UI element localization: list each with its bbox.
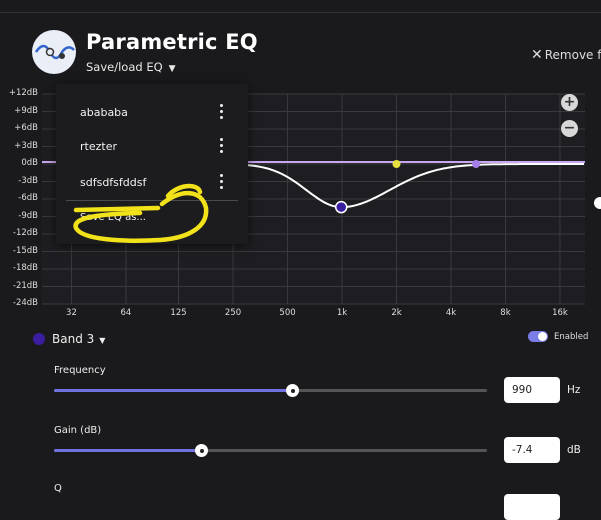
gain-tick-label: -12dB — [12, 228, 38, 238]
band-name: Band 3 — [52, 332, 95, 346]
slider-thumb[interactable] — [195, 444, 209, 457]
more-vertical-icon[interactable] — [216, 102, 226, 124]
frequency-tick-label: 4k — [445, 308, 457, 318]
gain-input[interactable]: -7.4 — [504, 437, 560, 463]
toggle-knob — [538, 332, 547, 341]
top-divider — [0, 12, 601, 13]
gain-tick-label: -15dB — [12, 245, 38, 256]
gain-tick-label: +3dB — [14, 140, 38, 151]
remove-filter-label: Remove filter — [544, 48, 601, 62]
slider-fill — [54, 449, 202, 452]
gain-tick-label: 0dB — [21, 158, 38, 168]
gain-tick-label: -9dB — [18, 210, 38, 221]
frequency-input[interactable]: 990 — [504, 377, 560, 403]
preset-item[interactable]: rtezter — [56, 132, 248, 164]
frequency-tick-label: 250 — [224, 308, 242, 318]
frequency-label: Frequency — [54, 365, 106, 376]
band-3-handle[interactable] — [334, 200, 348, 214]
gain-tick-label: -3dB — [18, 175, 38, 186]
slider-thumb[interactable] — [286, 384, 300, 397]
preset-item[interactable]: sdfsdfsfddsf — [56, 168, 248, 200]
band-selector[interactable]: Band 3 ▼ — [52, 332, 105, 346]
band-2-handle[interactable] — [392, 160, 401, 168]
caret-down-icon: ▼ — [99, 336, 106, 345]
more-vertical-icon[interactable] — [216, 172, 226, 194]
preset-label: sdfsdfsfddsf — [80, 176, 147, 189]
band-color-dot — [33, 333, 45, 345]
eq-response-curve — [241, 163, 584, 209]
gain-label: Gain (dB) — [54, 425, 102, 436]
enabled-label: Enabled — [554, 332, 589, 342]
app-logo — [32, 30, 76, 74]
caret-down-icon: ▼ — [168, 64, 176, 74]
gain-tick-label: +9dB — [14, 105, 38, 116]
gain-tick-label: -18dB — [12, 263, 38, 273]
frequency-tick-label: 125 — [170, 308, 187, 318]
frequency-tick-label: 8k — [500, 308, 511, 318]
zoom-in-button[interactable]: + — [561, 94, 578, 111]
dropdown-divider — [66, 200, 238, 201]
gain-tick-label: +12dB — [8, 88, 38, 98]
enabled-toggle[interactable] — [528, 331, 548, 342]
preset-label: abababa — [80, 106, 128, 119]
scroll-handle[interactable] — [594, 197, 601, 209]
frequency-tick-label: 1k — [336, 308, 348, 318]
gain-unit: dB — [567, 444, 581, 456]
frequency-tick-label: 16k — [552, 308, 568, 318]
save-load-eq-menu[interactable]: Save/load EQ ▼ — [86, 60, 176, 74]
frequency-tick-label: 32 — [66, 308, 77, 318]
more-vertical-icon[interactable] — [216, 136, 226, 158]
page-title: Parametric EQ — [86, 30, 258, 54]
q-label: Q — [54, 483, 62, 494]
gain-tick-label: -24dB — [12, 298, 38, 308]
preset-label: rtezter — [80, 140, 117, 153]
close-icon: ✕ — [531, 47, 543, 63]
save-eq-as-button[interactable]: Save EQ as... — [80, 212, 146, 223]
gain-tick-label: -21dB — [12, 280, 38, 291]
frequency-unit: Hz — [567, 384, 581, 396]
frequency-slider[interactable] — [54, 384, 487, 397]
zoom-out-button[interactable]: − — [561, 120, 578, 137]
frequency-tick-label: 64 — [120, 308, 132, 318]
gain-slider[interactable] — [54, 444, 487, 457]
frequency-tick-label: 500 — [279, 308, 296, 318]
frequency-tick-label: 2k — [391, 308, 402, 318]
remove-filter-button[interactable]: ✕Remove filter — [531, 47, 601, 63]
preset-item[interactable]: abababa — [56, 98, 248, 130]
q-input[interactable] — [504, 494, 560, 520]
band-4-handle[interactable] — [472, 160, 481, 168]
save-load-label: Save/load EQ — [86, 60, 163, 74]
save-load-dropdown: abababa rtezter sdfsdfsfddsf Save EQ as.… — [56, 84, 248, 244]
gain-tick-label: -6dB — [18, 193, 38, 203]
gain-tick-label: +6dB — [14, 123, 38, 133]
slider-fill — [54, 389, 293, 392]
